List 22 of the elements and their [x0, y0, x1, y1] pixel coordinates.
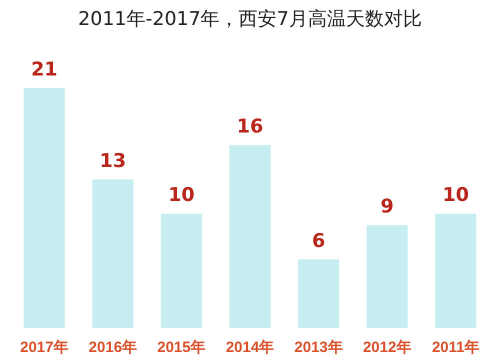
data-label: 9 [380, 196, 394, 218]
bar [160, 214, 202, 328]
bar [24, 88, 65, 328]
bar [229, 145, 271, 328]
x-tick-label: 2011年 [432, 339, 480, 356]
data-label: 16 [236, 116, 264, 138]
x-tick-label: 2014年 [226, 339, 274, 356]
x-tick-label: 2016年 [88, 339, 138, 356]
data-label: 13 [100, 150, 126, 172]
x-tick-label: 2015年 [157, 339, 206, 356]
data-label: 6 [312, 230, 326, 252]
x-tick-label: 2013年 [294, 339, 343, 356]
data-label: 21 [31, 58, 58, 80]
data-label: 10 [442, 184, 469, 206]
chart-title: 2011年-2017年，西安7月高温天数对比 [77, 7, 423, 32]
bar [92, 179, 134, 328]
bar [435, 214, 476, 328]
bar [298, 259, 340, 328]
x-tick-label: 2017年 [20, 339, 68, 356]
bar [366, 225, 408, 328]
data-label: 10 [168, 184, 195, 206]
x-tick-label: 2012年 [362, 339, 412, 356]
